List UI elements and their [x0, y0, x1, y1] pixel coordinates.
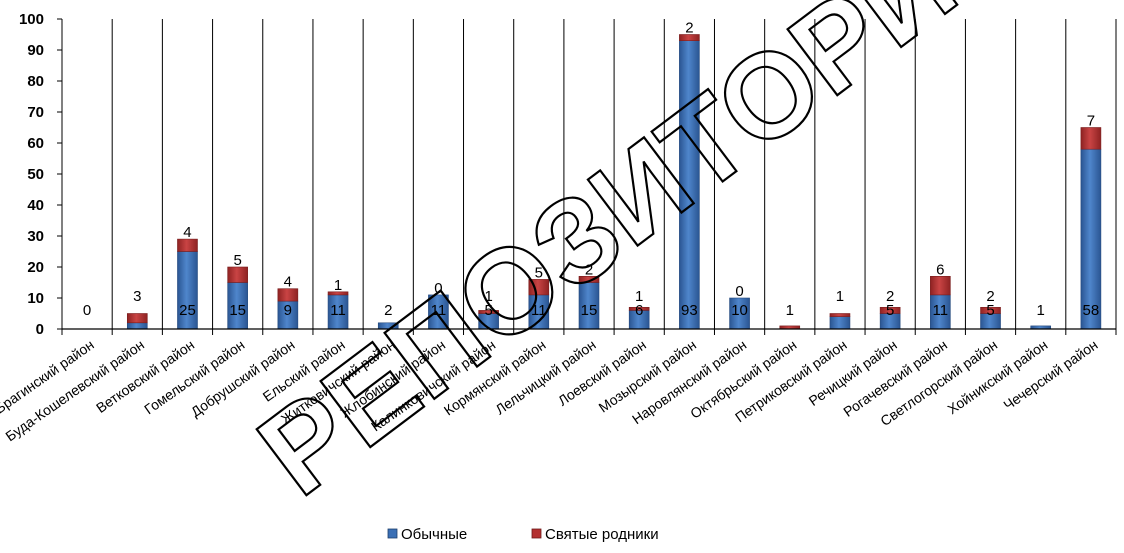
data-label-obychnye: 11	[330, 302, 346, 319]
data-label-svyatye-rodniki: 2	[585, 261, 593, 278]
legend-swatch-svyatye-rodniki	[531, 528, 542, 539]
bar-obychnye	[829, 316, 851, 330]
y-tick-label: 80	[27, 73, 44, 90]
data-label-svyatye-rodniki: 1	[836, 288, 844, 305]
data-label-obychnye: 5	[484, 302, 492, 319]
data-label-svyatye-rodniki: 1	[484, 288, 492, 305]
data-label-svyatye-rodniki: 1	[334, 277, 342, 294]
y-tick-label: 0	[36, 321, 44, 338]
data-label-svyatye-rodniki: 1	[635, 288, 643, 305]
bar-obychnye	[126, 322, 148, 330]
bar-svyatye-rodniki	[528, 279, 550, 296]
bars-layer	[126, 34, 1102, 330]
y-tick-label: 70	[27, 104, 44, 121]
y-tick-label: 40	[27, 197, 44, 214]
y-tick-label: 90	[27, 42, 44, 59]
data-label-obychnye: 58	[1083, 302, 1100, 319]
y-tick-label: 60	[27, 135, 44, 152]
bar-svyatye-rodniki	[628, 306, 650, 311]
data-label-obychnye: 15	[581, 302, 598, 319]
data-label-obychnye: 10	[731, 302, 748, 319]
bar-svyatye-rodniki	[578, 275, 600, 283]
data-label-obychnye: 93	[681, 302, 698, 319]
bar-svyatye-rodniki	[930, 275, 951, 296]
grid-layer	[61, 19, 1117, 335]
data-label-svyatye-rodniki: 2	[886, 288, 894, 305]
bar-svyatye-rodniki	[1080, 127, 1102, 150]
legend: Обычные Святые родники	[387, 526, 659, 543]
data-label-obychnye: 0	[83, 302, 91, 319]
watermark-text: РЕПОЗИТОРИЙ ГГУ	[234, 0, 1124, 521]
y-tick-label: 100	[19, 11, 44, 28]
bar-svyatye-rodniki	[227, 266, 248, 283]
data-label-svyatye-rodniki: 4	[183, 224, 191, 241]
bar-svyatye-rodniki	[126, 313, 148, 324]
bar-svyatye-rodniki	[980, 306, 1001, 314]
data-label-svyatye-rodniki: 6	[936, 261, 944, 278]
bar-svyatye-rodniki	[177, 238, 198, 252]
data-label-obychnye: 1	[786, 302, 794, 319]
data-label-svyatye-rodniki: 2	[986, 288, 994, 305]
data-label-svyatye-rodniki: 0	[434, 280, 442, 297]
data-label-obychnye: 5	[986, 302, 994, 319]
data-label-obychnye: 11	[431, 302, 447, 319]
legend-swatch-obychnye	[387, 528, 398, 539]
data-label-svyatye-rodniki: 4	[284, 274, 292, 291]
data-label-obychnye: 2	[384, 302, 392, 319]
data-label-svyatye-rodniki: 0	[735, 283, 743, 300]
data-label-svyatye-rodniki: 3	[133, 288, 141, 305]
bar-svyatye-rodniki	[879, 306, 901, 314]
bar-svyatye-rodniki	[327, 291, 349, 296]
data-label-obychnye: 5	[886, 302, 894, 319]
bar-svyatye-rodniki	[829, 313, 851, 317]
y-tick-label: 10	[27, 290, 44, 307]
bar-svyatye-rodniki	[679, 34, 700, 41]
data-label-obychnye: 9	[284, 302, 292, 319]
legend-label-obychnye: Обычные	[401, 526, 467, 543]
data-label-svyatye-rodniki: 7	[1087, 113, 1095, 130]
bar-svyatye-rodniki	[277, 288, 299, 302]
data-label-obychnye: 11	[933, 302, 949, 319]
legend-label-svyatye-rodniki: Святые родники	[545, 526, 659, 543]
data-label-svyatye-rodniki: 5	[535, 264, 543, 281]
bar-svyatye-rodniki	[478, 310, 499, 314]
watermark: РЕПОЗИТОРИЙ ГГУ	[233, 0, 1124, 522]
y-tick-label: 20	[27, 259, 44, 276]
data-label-obychnye: 15	[229, 302, 246, 319]
x-tick-label: Чечерский район	[1000, 336, 1100, 413]
y-tick-label: 30	[27, 228, 44, 245]
data-label-obychnye: 11	[531, 302, 547, 319]
data-label-svyatye-rodniki: 5	[233, 252, 241, 269]
data-label-obychnye: 6	[635, 302, 643, 319]
data-label-obychnye: 25	[179, 302, 196, 319]
y-tick-label: 50	[27, 166, 44, 183]
data-label-svyatye-rodniki: 2	[685, 20, 693, 37]
data-label-obychnye: 1	[1037, 302, 1045, 319]
